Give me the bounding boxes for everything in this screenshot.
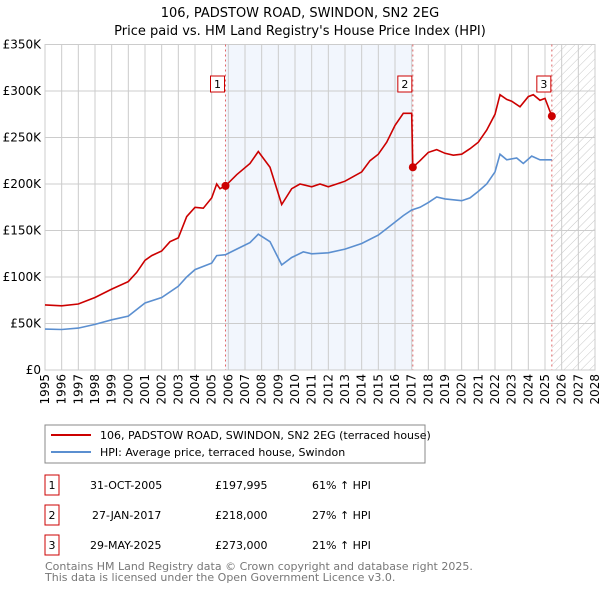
x-tick-label: 2006 xyxy=(221,374,235,405)
legend-box xyxy=(44,424,426,464)
transaction-number: 2 xyxy=(49,509,56,522)
y-tick-label: £300K xyxy=(3,84,43,98)
annotation-box xyxy=(210,75,225,93)
y-tick-label: £100K xyxy=(3,270,43,284)
x-tick-label: 2017 xyxy=(405,374,419,405)
x-tick-label: 1995 xyxy=(38,374,52,405)
transaction-row: 3 29-MAY-2025 £273,000 21% ↑ HPI xyxy=(44,534,371,556)
legend-label-hpi: HPI: Average price, terraced house, Swin… xyxy=(100,446,345,459)
x-tick-label: 2028 xyxy=(588,374,600,405)
x-tick-label: 2013 xyxy=(338,374,352,405)
transaction-hpi: 21% ↑ HPI xyxy=(312,539,371,552)
sale-point xyxy=(408,163,417,172)
x-tick-label: 2007 xyxy=(238,374,252,405)
plot-area: 1995 1996 1997 1998 1999 2000 2001 2002 2003 2004… xyxy=(3,38,600,405)
y-tick-label: £250K xyxy=(3,131,43,145)
x-tick-label: 2024 xyxy=(521,374,535,405)
x-tick-label: 2022 xyxy=(488,374,502,405)
sale-point xyxy=(547,112,556,121)
x-tick-label: 2019 xyxy=(438,374,452,405)
transaction-date: 29-MAY-2025 xyxy=(90,539,162,552)
x-tick-label: 2021 xyxy=(471,374,485,405)
x-tick-label: 2012 xyxy=(321,374,335,405)
x-tick-label: 1996 xyxy=(55,374,69,405)
annotation-label: 3 xyxy=(540,78,547,91)
y-tick-label: £50K xyxy=(10,317,42,331)
x-tick-label: 1998 xyxy=(88,374,102,405)
transaction-price: £197,995 xyxy=(215,479,268,492)
x-tick-label: 2010 xyxy=(288,374,302,405)
chart-subtitle: Price paid vs. HM Land Registry's House … xyxy=(114,24,486,39)
x-tick-label: 1999 xyxy=(105,374,119,405)
annotation-label: 2 xyxy=(401,78,408,91)
y-tick-label: £0 xyxy=(26,363,41,377)
price-paid-line xyxy=(44,93,553,307)
y-tick-label: £150K xyxy=(3,224,43,238)
transaction-hpi: 61% ↑ HPI xyxy=(312,479,371,492)
legend-label-price: 106, PADSTOW ROAD, SWINDON, SN2 2EG (ter… xyxy=(100,429,431,442)
x-tick-label: 2005 xyxy=(205,374,219,405)
x-tick-label: 2002 xyxy=(155,374,169,405)
x-tick-label: 2014 xyxy=(355,374,369,405)
future-hatch xyxy=(551,44,595,370)
x-tick-label: 2009 xyxy=(271,374,285,405)
x-tick-label: 2027 xyxy=(571,374,585,405)
x-tick-label: 2000 xyxy=(121,374,135,405)
y-tick-label: £200K xyxy=(3,177,43,191)
x-tick-label: 2004 xyxy=(188,374,202,405)
annotation-box xyxy=(536,75,552,93)
transaction-number: 3 xyxy=(49,539,56,552)
x-tick-label: 2026 xyxy=(555,374,569,405)
x-tick-label: 2016 xyxy=(388,374,402,405)
chart-title: 106, PADSTOW ROAD, SWINDON, SN2 2EG xyxy=(161,6,439,21)
transaction-row: 1 31-OCT-2005 £197,995 61% ↑ HPI xyxy=(44,474,371,496)
transaction-date: 31-OCT-2005 xyxy=(90,479,162,492)
transaction-price: £273,000 xyxy=(215,539,268,552)
footer-copyright: Contains HM Land Registry data © Crown c… xyxy=(45,560,473,573)
x-tick-label: 2011 xyxy=(305,374,319,405)
annotation-label: 1 xyxy=(214,78,221,91)
x-tick-label: 2008 xyxy=(255,374,269,405)
transaction-number: 1 xyxy=(49,479,56,492)
sale-point xyxy=(221,181,230,190)
x-tick-label: 2018 xyxy=(421,374,435,405)
x-tick-label: 2025 xyxy=(538,374,552,405)
y-tick-label: £350K xyxy=(3,38,43,52)
x-tick-label: 2003 xyxy=(171,374,185,405)
annotation-box xyxy=(397,75,413,93)
x-tick-label: 2015 xyxy=(371,374,385,405)
x-tick-label: 2020 xyxy=(455,374,469,405)
transaction-date: 27-JAN-2017 xyxy=(92,509,161,522)
x-tick-label: 1997 xyxy=(71,374,85,405)
transaction-hpi: 27% ↑ HPI xyxy=(312,509,371,522)
transaction-row: 2 27-JAN-2017 £218,000 27% ↑ HPI xyxy=(44,504,371,526)
plot-border xyxy=(44,44,596,371)
shaded-period xyxy=(225,44,413,370)
x-tick-label: 2023 xyxy=(505,374,519,405)
footer-licence: This data is licensed under the Open Gov… xyxy=(44,571,395,584)
x-tick-label: 2001 xyxy=(138,374,152,405)
hpi-line xyxy=(44,152,552,331)
transaction-price: £218,000 xyxy=(215,509,268,522)
